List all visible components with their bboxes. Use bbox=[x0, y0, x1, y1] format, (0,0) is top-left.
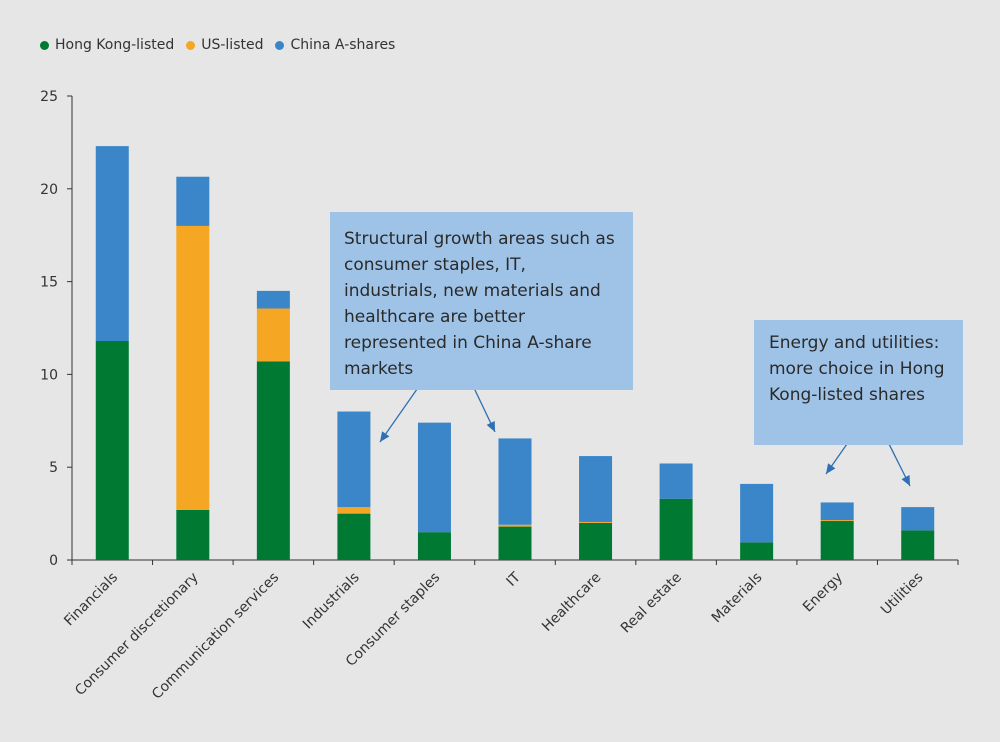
y-tick-label: 20 bbox=[40, 182, 58, 198]
bar-us-listed bbox=[498, 524, 532, 527]
bar-hong-kong-listed bbox=[256, 361, 290, 560]
annotation-growth-areas: Structural growth areas such as consumer… bbox=[330, 212, 633, 390]
bar-hong-kong-listed bbox=[337, 513, 371, 560]
annotation-arrowhead bbox=[380, 431, 390, 442]
bar-china-a-shares bbox=[579, 456, 613, 522]
bar-us-listed bbox=[256, 308, 290, 362]
x-tick-label: Industrials bbox=[300, 570, 363, 633]
bar-china-a-shares bbox=[740, 483, 774, 543]
y-tick-label: 10 bbox=[40, 367, 58, 383]
bar-hong-kong-listed bbox=[95, 340, 129, 560]
bar-china-a-shares bbox=[498, 438, 532, 525]
legend-label: Hong Kong-listed bbox=[55, 37, 175, 53]
legend-item-hong-kong: Hong Kong-listed bbox=[40, 37, 174, 53]
bar-china-a-shares bbox=[417, 422, 451, 533]
bar-china-a-shares bbox=[256, 290, 290, 309]
x-tick-label: Utilities bbox=[878, 570, 927, 619]
bar-china-a-shares bbox=[820, 502, 854, 521]
legend-dot-icon bbox=[186, 40, 196, 50]
bar-hong-kong-listed bbox=[901, 530, 935, 560]
x-tick-label: Real estate bbox=[618, 570, 685, 637]
bar-hong-kong-listed bbox=[820, 521, 854, 560]
bar-hong-kong-listed bbox=[417, 532, 451, 560]
legend-dot-icon bbox=[275, 40, 285, 50]
bar-us-listed bbox=[820, 520, 854, 522]
bar-china-a-shares bbox=[95, 146, 129, 341]
bar-china-a-shares bbox=[176, 176, 210, 226]
x-tick-label: Energy bbox=[800, 570, 846, 616]
legend-dot-icon bbox=[40, 40, 49, 50]
bar-hong-kong-listed bbox=[176, 509, 210, 560]
y-tick-label: 5 bbox=[49, 460, 58, 476]
bar-hong-kong-listed bbox=[498, 526, 532, 560]
annotation-energy-utilities: Energy and utilities: more choice in Hon… bbox=[754, 320, 963, 445]
x-tick-label: IT bbox=[504, 569, 525, 590]
x-tick-label: Healthcare bbox=[539, 570, 604, 635]
annotation-arrowhead bbox=[901, 475, 910, 486]
legend: Hong Kong-listed US-listed China A-share… bbox=[40, 37, 395, 53]
x-tick-label: Materials bbox=[709, 570, 766, 627]
x-tick-label: Financials bbox=[61, 570, 121, 630]
y-tick-label: 25 bbox=[40, 89, 58, 105]
bar-hong-kong-listed bbox=[579, 522, 613, 560]
legend-label: China A-shares bbox=[290, 37, 396, 53]
bar-china-a-shares bbox=[337, 411, 371, 508]
legend-label: US-listed bbox=[201, 37, 264, 53]
y-tick-label: 0 bbox=[49, 553, 58, 569]
bar-hong-kong-listed bbox=[740, 542, 774, 560]
y-tick-label: 15 bbox=[40, 275, 58, 291]
bar-hong-kong-listed bbox=[659, 498, 693, 560]
bar-china-a-shares bbox=[659, 463, 693, 499]
bar-china-a-shares bbox=[901, 507, 935, 531]
bar-us-listed bbox=[337, 507, 371, 514]
bar-us-listed bbox=[176, 225, 210, 510]
annotation-arrowhead bbox=[826, 463, 836, 474]
bar-us-listed bbox=[579, 521, 613, 523]
legend-item-china-a: China A-shares bbox=[275, 37, 395, 53]
annotation-arrowhead bbox=[486, 421, 495, 432]
legend-item-us: US-listed bbox=[186, 37, 263, 53]
